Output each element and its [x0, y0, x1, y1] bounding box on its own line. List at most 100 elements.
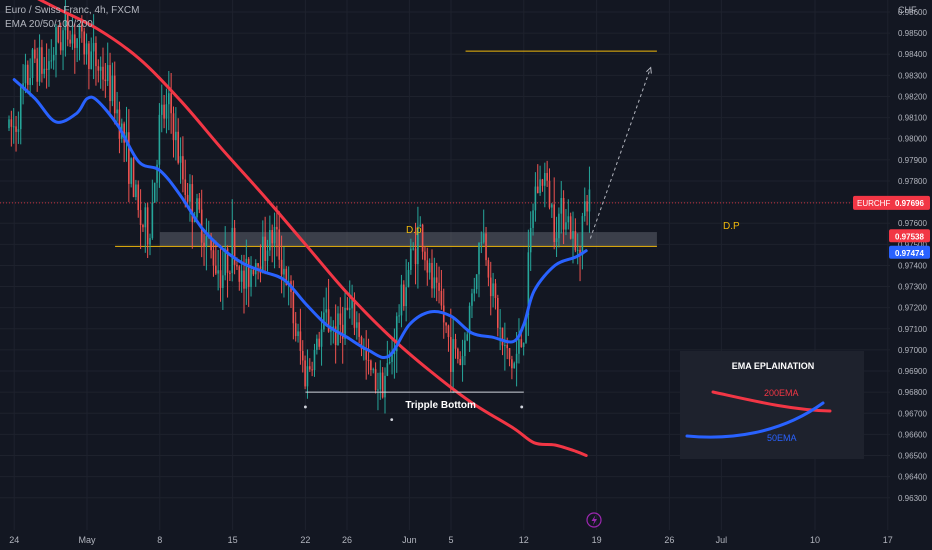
- candle-body: [576, 249, 579, 251]
- candle-body: [48, 61, 50, 70]
- candle-body: [74, 34, 76, 48]
- candle-body: [102, 66, 104, 80]
- candle-body: [27, 64, 29, 85]
- candle-body: [325, 309, 328, 313]
- candle-body: [231, 227, 234, 274]
- candle-body: [29, 78, 31, 85]
- price-tick-label: 0.96600: [898, 430, 927, 439]
- candle-body: [511, 359, 513, 369]
- candle-body: [454, 339, 457, 349]
- symbol-title[interactable]: Euro / Swiss Franc, 4h, FXCM: [5, 5, 140, 16]
- candle-body: [464, 340, 466, 357]
- legend-ema200-curve: [711, 390, 832, 413]
- candle-body: [494, 283, 497, 298]
- candle-body: [367, 359, 370, 361]
- candle-body: [43, 68, 46, 74]
- projection-arrowhead: [646, 66, 652, 74]
- candle-body: [370, 360, 372, 371]
- candle-body: [419, 224, 422, 227]
- price-tick-label: 0.98400: [898, 50, 927, 59]
- candle-body: [482, 233, 485, 243]
- candle-body: [123, 123, 125, 143]
- candle-body: [555, 238, 558, 243]
- candle-body: [520, 339, 523, 347]
- candle-body: [353, 299, 356, 328]
- candle-body: [238, 266, 241, 282]
- price-tick-label: 0.96800: [898, 388, 927, 397]
- candle-body: [135, 184, 137, 198]
- candle-body: [17, 129, 20, 132]
- candle-body: [522, 342, 525, 347]
- candle-body: [320, 329, 323, 347]
- candle-body: [41, 47, 43, 74]
- candles: [8, 0, 591, 414]
- candle-body: [160, 104, 163, 115]
- candle-body: [588, 189, 591, 212]
- ema200-line[interactable]: [14, 0, 588, 457]
- candle-body: [489, 277, 492, 297]
- candle-body: [210, 236, 212, 251]
- price-tick-label: 0.96300: [898, 494, 927, 503]
- candle-body: [118, 109, 121, 139]
- candle-body: [106, 65, 109, 82]
- candle-body: [283, 268, 285, 275]
- candle-body: [144, 207, 147, 228]
- candle-body: [579, 249, 581, 256]
- candle-body: [569, 216, 572, 239]
- candle-body: [78, 24, 81, 39]
- legend-box-title: EMA EPLAINATION: [732, 361, 815, 371]
- candle-body: [393, 351, 396, 355]
- candle-body: [398, 315, 400, 317]
- candle-body: [182, 156, 184, 180]
- ema50-badge-bg: [889, 245, 930, 259]
- candle-body: [262, 236, 264, 274]
- candle-body: [222, 275, 224, 288]
- time-tick-label: Jul: [716, 535, 728, 545]
- candle-body: [466, 334, 469, 341]
- candle-body: [273, 226, 276, 244]
- candle-body: [250, 269, 252, 287]
- candle-body: [562, 197, 565, 230]
- candle-body: [191, 184, 194, 223]
- time-axis[interactable]: 24 May 8 15 22 26 Jun 5 12 19 26 Jul 10 17: [9, 535, 893, 545]
- price-tick-label: 0.97400: [898, 261, 927, 270]
- candle-body: [301, 350, 304, 361]
- candle-body: [45, 68, 48, 70]
- candle-body: [62, 30, 64, 51]
- candle-body: [395, 316, 398, 352]
- candle-body: [377, 389, 379, 391]
- candle-body: [15, 126, 17, 132]
- candle-body: [297, 331, 299, 337]
- indicator-legend[interactable]: EMA 20/50/100/200: [5, 19, 93, 30]
- candle-body: [168, 93, 170, 105]
- candle-body: [539, 179, 541, 194]
- candle-body: [132, 158, 135, 198]
- candle-body: [76, 38, 78, 48]
- projection-arrow: [589, 67, 652, 239]
- candle-body: [95, 42, 97, 67]
- candle-body: [417, 226, 419, 265]
- ema200-price-badge: 0.97538: [889, 229, 930, 243]
- candle-body: [264, 236, 266, 261]
- candle-body: [196, 198, 198, 218]
- ema50-line[interactable]: [12, 78, 588, 360]
- candle-body: [52, 54, 55, 61]
- lightning-icon[interactable]: [586, 512, 602, 528]
- candle-body: [137, 184, 140, 211]
- candle-body: [334, 326, 337, 346]
- candle-body: [236, 264, 238, 267]
- candle-body: [203, 242, 205, 247]
- candle-body: [504, 345, 506, 347]
- candle-body: [142, 225, 144, 228]
- current-price-badge: EURCHF 0.97696: [853, 195, 930, 210]
- candle-body: [309, 366, 311, 370]
- candle-body: [92, 42, 95, 52]
- candle-body: [544, 173, 546, 186]
- time-tick-label: 15: [228, 535, 238, 545]
- zone-label-right: D.P: [723, 221, 740, 232]
- candle-body: [518, 339, 520, 354]
- candle-body: [551, 204, 553, 208]
- candle-body: [311, 369, 313, 371]
